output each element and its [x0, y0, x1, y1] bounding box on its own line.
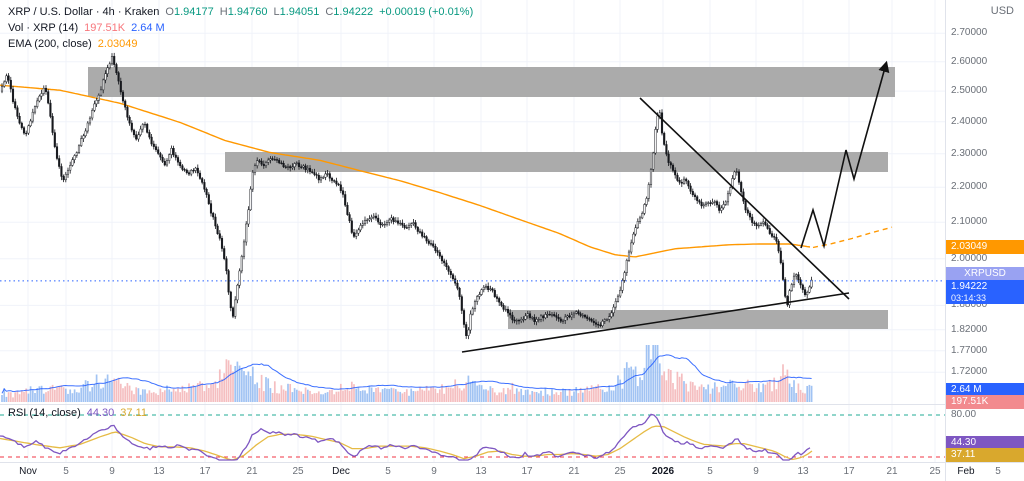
time-tick-label: 5	[707, 466, 713, 477]
time-tick-label: 21	[568, 466, 580, 477]
time-tick-label: 13	[475, 466, 487, 477]
price-tick-label: 1.88000	[951, 299, 988, 310]
time-tick-label: 9	[109, 466, 115, 477]
volume-ma-badge: 2.64 M	[946, 383, 1024, 397]
legend-volume-row[interactable]: Vol · XRP (14) 197.51K 2.64 M	[8, 20, 473, 36]
rsi-upper-level-label: 80.00	[951, 409, 977, 420]
time-tick-label: 17	[521, 466, 533, 477]
currency-toggle[interactable]: USD	[990, 5, 1014, 17]
ema-line	[0, 84, 893, 258]
legend-rsi-row[interactable]: RSI (14, close) 44.30 37.11	[8, 405, 147, 421]
trend-drawings	[461, 60, 890, 353]
last-price-badge: 1.94222 03:14:33	[946, 280, 1024, 304]
volume-indicator-label: Vol · XRP (14)	[8, 22, 79, 34]
legend-symbol-row[interactable]: XRP / U.S. Dollar · 4h · Kraken O 1.94177…	[8, 4, 473, 20]
price-tick-label: 1.82000	[951, 324, 988, 335]
time-tick-label: 9	[753, 466, 759, 477]
ohlc-high-label: H	[219, 6, 228, 18]
legend: XRP / U.S. Dollar · 4h · Kraken O 1.94177…	[8, 4, 473, 52]
price-axis[interactable]: 2.03049 XRPUSD 1.94222 03:14:33 2.64 M 1…	[946, 0, 1024, 481]
rsi-value-badge: 44.30	[946, 436, 1024, 450]
price-tick-label: 2.10000	[951, 216, 988, 227]
volume-bars	[1, 345, 813, 402]
rsi-pane	[0, 413, 945, 461]
ohlc-open-label: O	[165, 6, 174, 18]
time-tick-label: 13	[797, 466, 809, 477]
symbol-title: XRP / U.S. Dollar · 4h · Kraken	[8, 6, 160, 18]
price-tick-label: 2.70000	[951, 27, 988, 38]
time-tick-label: 5	[995, 466, 1001, 477]
time-tick-label: 17	[843, 466, 855, 477]
time-tick-label: 5	[63, 466, 69, 477]
price-tick-label: 1.77000	[951, 345, 988, 356]
time-tick-label: 21	[246, 466, 258, 477]
time-tick-label: 25	[614, 466, 626, 477]
symbol-badge: XRPUSD	[946, 267, 1024, 281]
ohlc-close-label: C	[325, 6, 334, 18]
price-tick-label: 2.60000	[951, 56, 988, 67]
price-tick-label: 1.72000	[951, 366, 988, 377]
volume-ma-value: 2.64 M	[131, 22, 165, 34]
ohlc-low-label: L	[273, 6, 280, 18]
time-tick-label: 5	[385, 466, 391, 477]
rsi-ma-value: 37.11	[120, 407, 147, 419]
time-tick-label: Nov	[19, 466, 37, 477]
ema-indicator-label: EMA (200, close)	[8, 38, 92, 50]
ohlc-close-value: 1.94222	[333, 6, 374, 18]
volume-current-value: 197.51K	[84, 22, 126, 34]
time-tick-label: 13	[153, 466, 165, 477]
ema-value: 2.03049	[97, 38, 138, 50]
time-tick-label: 17	[199, 466, 211, 477]
time-tick-label: 2026	[651, 466, 675, 477]
price-tick-label: 2.40000	[951, 116, 988, 127]
last-price-value: 1.94222	[951, 281, 988, 292]
price-tick-label: 2.50000	[951, 85, 988, 96]
rsi-legend: RSI (14, close) 44.30 37.11	[8, 405, 147, 421]
price-tick-label: 2.20000	[951, 181, 988, 192]
time-tick-label: Dec	[332, 466, 350, 477]
ohlc-change: +0.00019 (+0.01%)	[379, 6, 474, 18]
rsi-indicator-label: RSI (14, close)	[8, 407, 81, 419]
ohlc-low-value: 1.94051	[279, 6, 320, 18]
candles	[0, 52, 813, 340]
time-tick-label: 25	[929, 466, 941, 477]
rsi-value: 44.30	[86, 407, 115, 419]
ema-price-badge: 2.03049	[946, 240, 1024, 254]
time-axis[interactable]: Nov 5 9 13 17 21 25 Dec 5 9 13 17 21 25 2026 5 9 13 17 21 25…	[0, 462, 1024, 481]
rsi-ma-value-badge: 37.11	[946, 448, 1024, 462]
time-tick-label: 25	[292, 466, 304, 477]
bar-countdown: 03:14:33	[951, 293, 987, 303]
legend-ema-row[interactable]: EMA (200, close) 2.03049	[8, 36, 473, 52]
price-tick-label: 2.30000	[951, 148, 988, 159]
time-tick-label: Feb	[957, 466, 975, 477]
ohlc-high-value: 1.94760	[227, 6, 268, 18]
volume-current-badge: 197.51K	[946, 395, 1024, 409]
time-tick-label: 21	[886, 466, 898, 477]
ohlc-open-value: 1.94177	[173, 6, 214, 18]
time-tick-label: 9	[431, 466, 437, 477]
price-tick-label: 2.00000	[951, 253, 988, 264]
